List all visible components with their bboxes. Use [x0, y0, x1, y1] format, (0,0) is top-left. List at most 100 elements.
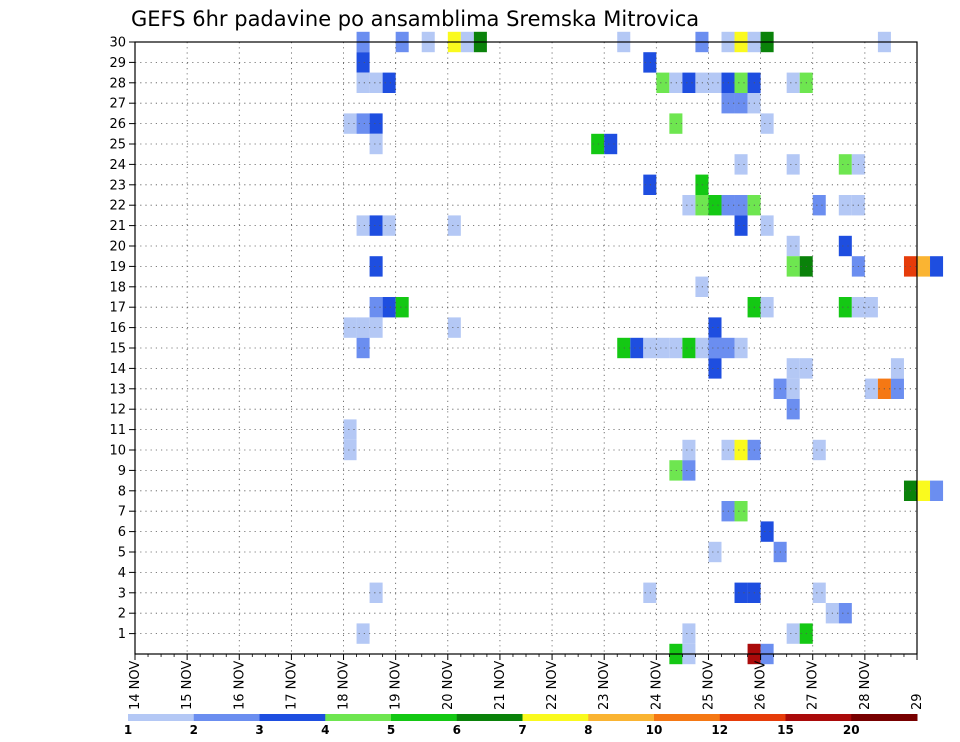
heatmap-cell: [356, 52, 370, 73]
heatmap-cell: [708, 541, 722, 563]
heatmap-cell: [708, 358, 722, 379]
x-tick-label: 22 NOV: [545, 661, 560, 710]
heatmap-cell: [382, 215, 396, 236]
y-tick-label: 21: [109, 219, 126, 234]
legend-swatch: [588, 714, 655, 721]
legend-label: 5: [387, 723, 395, 737]
heatmap-cell: [890, 378, 904, 399]
heatmap-cell: [734, 195, 748, 216]
y-tick-label: 28: [109, 76, 126, 91]
heatmap-cells: [343, 31, 944, 665]
legend-label: 4: [321, 723, 329, 737]
y-tick-label: 10: [109, 444, 126, 459]
x-axis-ticks: 14 NOV 15 NOV 16 NOV 17 NOV 18 NOV 19 NOV 20 N…: [128, 654, 925, 710]
y-tick-label: 2: [118, 607, 126, 622]
heatmap-cell: [812, 439, 826, 461]
heatmap-cell: [786, 378, 800, 399]
legend-swatch: [719, 714, 786, 721]
legend-label: 7: [518, 723, 526, 737]
heatmap-cell: [591, 133, 605, 155]
x-tick-label: 19 NOV: [389, 661, 404, 710]
heatmap-cell: [356, 317, 370, 338]
heatmap-cell: [682, 460, 696, 481]
heatmap-cell: [356, 113, 370, 134]
y-tick-label: 15: [109, 342, 126, 357]
heatmap-cell: [917, 256, 931, 277]
x-tick-label: 27 NOV: [806, 661, 821, 710]
y-tick-label: 18: [109, 280, 126, 295]
heatmap-cell: [917, 480, 931, 501]
heatmap-cell: [838, 235, 852, 257]
heatmap-cell: [734, 439, 748, 461]
heatmap-cell: [864, 378, 878, 399]
y-tick-label: 16: [109, 321, 126, 336]
y-tick-label: 13: [109, 382, 126, 397]
heatmap-cell: [656, 337, 670, 359]
heatmap-cell: [864, 297, 878, 318]
legend-swatch: [522, 714, 589, 721]
heatmap-cell: [356, 623, 370, 644]
x-tick-label: 18 NOV: [337, 661, 352, 710]
heatmap-cell: [786, 235, 800, 257]
heatmap-cell: [343, 113, 357, 134]
chart-title: GEFS 6hr padavine po ansamblima Sremska …: [131, 7, 699, 31]
y-tick-label: 30: [109, 36, 126, 51]
heatmap-cell: [369, 133, 383, 155]
heatmap-cell: [786, 256, 800, 277]
heatmap-cell: [760, 297, 774, 318]
heatmap-cell: [682, 72, 696, 93]
heatmap-cell: [682, 623, 696, 644]
legend-label: 15: [777, 723, 794, 737]
legend-label: 3: [255, 723, 263, 737]
y-tick-label: 1: [118, 627, 126, 642]
y-tick-label: 22: [109, 199, 126, 214]
y-tick-label: 17: [109, 301, 126, 316]
x-tick-label: 29: [910, 693, 925, 710]
y-tick-label: 25: [109, 138, 126, 153]
heatmap-cell: [604, 133, 618, 155]
heatmap-cell: [682, 337, 696, 359]
heatmap-cell: [356, 337, 370, 359]
y-tick-label: 14: [109, 362, 126, 377]
x-tick-label: 28 NOV: [858, 661, 873, 710]
heatmap-cell: [786, 72, 800, 93]
legend-swatch: [259, 714, 326, 721]
legend-label: 1: [124, 723, 132, 737]
y-tick-label: 7: [118, 505, 126, 520]
x-tick-label: 16 NOV: [232, 661, 247, 710]
heatmap-cell: [369, 297, 383, 318]
x-tick-label: 25 NOV: [701, 661, 716, 710]
heatmap-cell: [734, 215, 748, 236]
heatmap-cell: [786, 154, 800, 175]
heatmap-cell: [382, 72, 396, 93]
heatmap-cell: [812, 582, 826, 603]
x-tick-label: 23 NOV: [597, 661, 612, 710]
legend-swatch: [391, 714, 458, 721]
heatmap-cell: [890, 358, 904, 379]
heatmap-cell: [760, 113, 774, 134]
y-tick-label: 4: [118, 566, 126, 581]
heatmap-cell: [734, 93, 748, 114]
legend-swatch: [785, 714, 852, 721]
x-tick-label: 17 NOV: [284, 661, 299, 710]
legend-swatch: [325, 714, 392, 721]
x-tick-label: 15 NOV: [180, 661, 195, 710]
heatmap-cell: [838, 195, 852, 216]
heatmap-cell: [343, 317, 357, 338]
legend-label: 8: [584, 723, 592, 737]
heatmap-cell: [786, 399, 800, 420]
heatmap-cell: [708, 195, 722, 216]
heatmap-cell: [356, 215, 370, 236]
heatmap-cell: [708, 317, 722, 338]
heatmap-cell: [930, 256, 944, 277]
x-tick-label: 26 NOV: [754, 661, 769, 710]
heatmap-cell: [786, 623, 800, 644]
x-tick-label: 14 NOV: [128, 661, 143, 710]
legend-swatch: [654, 714, 721, 721]
heatmap-cell: [734, 501, 748, 522]
heatmap-cell: [369, 256, 383, 277]
y-tick-label: 24: [109, 158, 126, 173]
heatmap-cell: [786, 358, 800, 379]
y-tick-label: 26: [109, 117, 126, 132]
